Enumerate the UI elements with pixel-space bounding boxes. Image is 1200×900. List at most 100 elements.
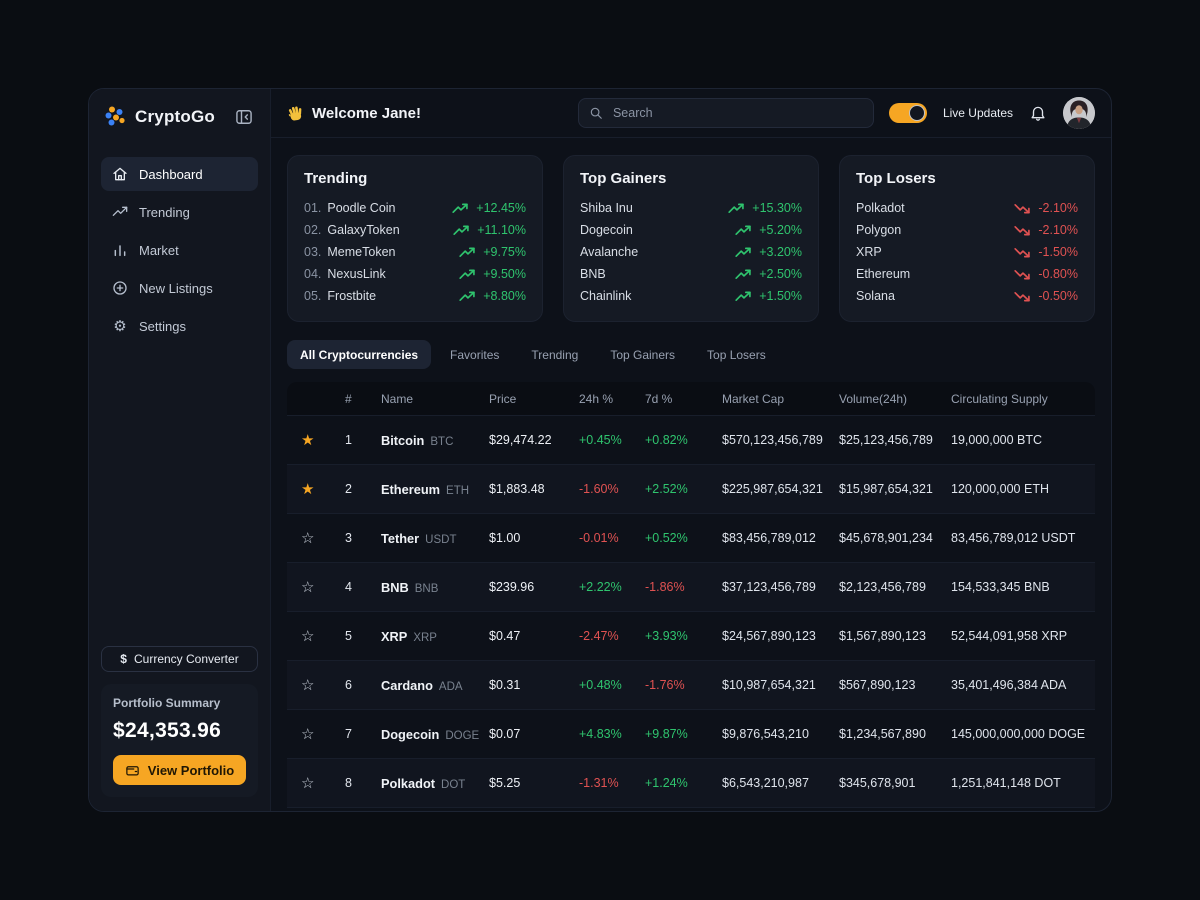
favorite-star-icon[interactable]: ★ xyxy=(301,480,315,498)
list-item[interactable]: 02. GalaxyToken +11.10% xyxy=(304,219,526,241)
card-item-change-group: -2.10% xyxy=(1014,201,1078,215)
list-item[interactable]: Solana -0.50% xyxy=(856,285,1078,307)
list-item[interactable]: 05. Frostbite +8.80% xyxy=(304,285,526,307)
favorite-star-icon[interactable]: ☆ xyxy=(301,578,315,596)
list-item[interactable]: 03. MemeToken +9.75% xyxy=(304,241,526,263)
card-item-change: -0.50% xyxy=(1038,289,1078,303)
list-item[interactable]: 01. Poodle Coin +12.45% xyxy=(304,197,526,219)
list-item[interactable]: Avalanche +3.20% xyxy=(580,241,802,263)
list-item[interactable]: Dogecoin +5.20% xyxy=(580,219,802,241)
sidebar-spacer xyxy=(101,343,258,646)
volume-24h: $1,234,567,890 xyxy=(839,727,926,741)
tab[interactable]: Top Gainers xyxy=(597,340,688,369)
list-item[interactable]: Chainlink +1.50% xyxy=(580,285,802,307)
table-row[interactable]: ☆ 6 Cardano ADA $0.31 +0.48% -1.76% $10,… xyxy=(287,660,1095,709)
circulating-supply: 145,000,000,000 DOGE xyxy=(951,727,1086,741)
sidebar-item-market[interactable]: Market xyxy=(101,233,258,267)
favorite-star-icon[interactable]: ☆ xyxy=(301,774,315,792)
card-item-rank: 04. xyxy=(304,267,322,281)
home-icon xyxy=(112,166,128,182)
sidebar-item-trending[interactable]: Trending xyxy=(101,195,258,229)
table-row[interactable]: ★ 2 Ethereum ETH $1,883.48 -1.60% +2.52%… xyxy=(287,464,1095,513)
sidebar: CryptoGo Dashboard xyxy=(89,89,271,811)
view-portfolio-button[interactable]: View Portfolio xyxy=(113,755,246,785)
column-header[interactable]: Volume(24h) xyxy=(839,391,908,406)
list-item[interactable]: Polkadot -2.10% xyxy=(856,197,1078,219)
sidebar-collapse-icon[interactable] xyxy=(234,106,256,128)
trend-up-icon xyxy=(735,269,752,280)
tab[interactable]: Favorites xyxy=(437,340,512,369)
currency-converter-label: Currency Converter xyxy=(133,652,239,666)
table-row[interactable]: ☆ 8 Polkadot DOT $5.25 -1.31% +1.24% $6,… xyxy=(287,758,1095,807)
card-item-name: XRP xyxy=(856,245,882,259)
column-header[interactable]: 7d % xyxy=(645,391,673,406)
table-row[interactable]: ☆ 4 BNB BNB $239.96 +2.22% -1.86% $37,12… xyxy=(287,562,1095,611)
market-cap: $570,123,456,789 xyxy=(722,433,823,447)
favorite-star-icon[interactable]: ☆ xyxy=(301,529,315,547)
search-icon xyxy=(589,106,603,120)
currency-converter-button[interactable]: $ Currency Converter xyxy=(101,646,258,672)
tab[interactable]: Trending xyxy=(518,340,591,369)
column-header[interactable]: Name xyxy=(381,391,414,406)
sidebar-item-new-listings[interactable]: New Listings xyxy=(101,271,258,305)
market-summary-card: Top Losers Polkadot -2.10% Polygon xyxy=(839,155,1095,322)
favorite-star-icon[interactable]: ☆ xyxy=(301,676,315,694)
coin-symbol: DOGE xyxy=(445,729,480,742)
column-header[interactable]: Market Cap xyxy=(722,391,785,406)
plus-circle-icon xyxy=(112,280,128,296)
tab[interactable]: All Cryptocurrencies xyxy=(287,340,432,369)
coin-symbol: DOT xyxy=(441,778,466,791)
card-item-name: Frostbite xyxy=(327,289,377,303)
favorite-star-icon[interactable]: ☆ xyxy=(301,627,315,645)
column-header[interactable]: 24h % xyxy=(579,391,614,406)
trend-up-icon xyxy=(459,269,476,280)
card-item-change-group: -0.80% xyxy=(1014,267,1078,281)
card-item-name: Solana xyxy=(856,289,895,303)
list-item[interactable]: Ethereum -0.80% xyxy=(856,263,1078,285)
table-row[interactable]: ☆ 3 Tether USDT $1.00 -0.01% +0.52% $83,… xyxy=(287,513,1095,562)
coin-name-cell: XRP XRP xyxy=(381,629,489,644)
circulating-supply: 83,456,789,012 USDT xyxy=(951,531,1076,545)
main-area: Welcome Jane! Live Updates xyxy=(271,89,1111,811)
list-item[interactable]: 04. NexusLink +9.50% xyxy=(304,263,526,285)
dashboard-content: Trending 01. Poodle Coin +12.45% 02. Gal… xyxy=(271,138,1111,811)
column-header[interactable]: Circulating Supply xyxy=(951,391,1048,406)
tab[interactable]: Top Losers xyxy=(694,340,779,369)
trend-up-icon xyxy=(459,291,476,302)
card-item-change: +11.10% xyxy=(477,223,526,237)
list-item[interactable]: Polygon -2.10% xyxy=(856,219,1078,241)
market-cap: $37,123,456,789 xyxy=(722,580,816,594)
welcome-message: Welcome Jane! xyxy=(287,105,421,122)
favorite-star-icon[interactable]: ☆ xyxy=(301,725,315,743)
coin-symbol: ADA xyxy=(438,680,463,693)
column-header[interactable]: Price xyxy=(489,391,517,406)
user-avatar[interactable] xyxy=(1063,97,1095,129)
column-header[interactable]: # xyxy=(345,391,352,406)
portfolio-summary-card: Portfolio Summary $24,353.96 View Portfo… xyxy=(101,684,258,797)
table-row[interactable]: ☆ 5 XRP XRP $0.47 -2.47% +3.93% $24,567,… xyxy=(287,611,1095,660)
card-item-change-group: -2.10% xyxy=(1014,223,1078,237)
table-row[interactable]: ★ 1 Bitcoin BTC $29,474.22 +0.45% +0.82%… xyxy=(287,415,1095,464)
coin-price: $239.96 xyxy=(489,580,535,594)
change-7d: +2.52% xyxy=(645,482,688,496)
card-item-change: -0.80% xyxy=(1038,267,1078,281)
sidebar-item-settings[interactable]: ⚙ Settings xyxy=(101,309,258,343)
list-item[interactable]: BNB +2.50% xyxy=(580,263,802,285)
table-row[interactable]: ☆ 7 Dogecoin DOGE $0.07 +4.83% +9.87% $9… xyxy=(287,709,1095,758)
list-item[interactable]: XRP -1.50% xyxy=(856,241,1078,263)
card-item-change-group: +9.75% xyxy=(459,245,526,259)
trend-up-icon xyxy=(728,203,745,214)
crypto-table: # Name Price 24h % 7d % Market Cap Volume(24h)… xyxy=(287,382,1095,811)
card-item-rank: 01. xyxy=(304,201,322,215)
card-item-change: +12.45% xyxy=(476,201,526,215)
live-updates-label: Live Updates xyxy=(942,106,1013,120)
search-input[interactable] xyxy=(610,105,863,121)
sidebar-item-dashboard[interactable]: Dashboard xyxy=(101,157,258,191)
favorite-star-icon[interactable]: ★ xyxy=(301,431,315,449)
coin-price: $29,474.22 xyxy=(489,433,552,447)
live-updates-toggle[interactable] xyxy=(888,103,927,123)
row-rank: 2 xyxy=(345,482,352,496)
bell-icon[interactable] xyxy=(1029,104,1047,122)
change-7d: +1.24% xyxy=(645,776,688,790)
list-item[interactable]: Shiba Inu +15.30% xyxy=(580,197,802,219)
